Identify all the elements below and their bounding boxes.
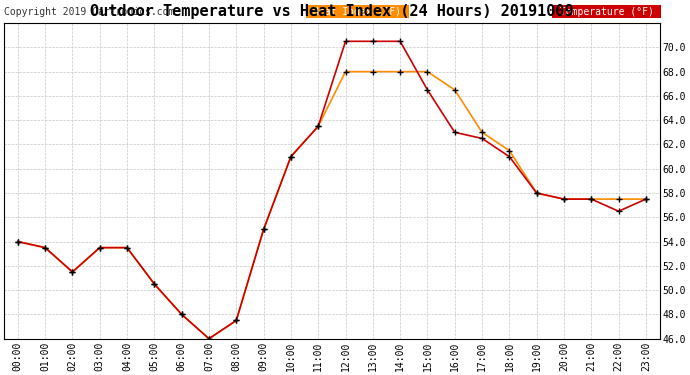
Title: Outdoor Temperature vs Heat Index (24 Hours) 20191009: Outdoor Temperature vs Heat Index (24 Ho…	[90, 4, 573, 19]
Text: Heat Index (°F): Heat Index (°F)	[307, 7, 407, 17]
Text: Temperature (°F): Temperature (°F)	[554, 7, 660, 17]
Text: Copyright 2019 Cartronics.com: Copyright 2019 Cartronics.com	[4, 7, 175, 17]
